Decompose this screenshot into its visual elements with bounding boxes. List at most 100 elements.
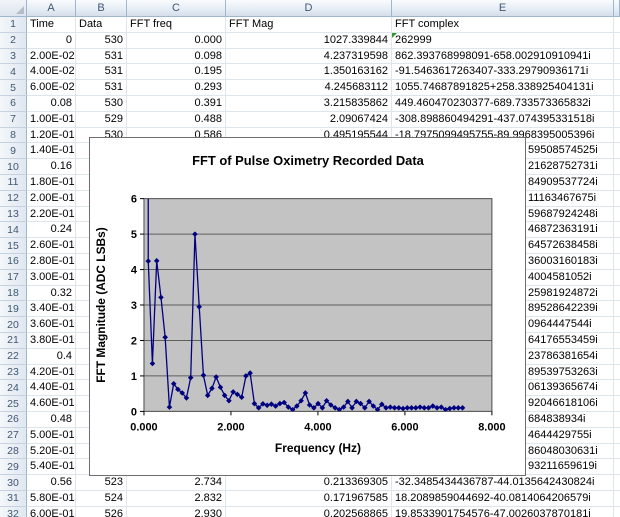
cell-A27[interactable]: 5.00E-01 [27,427,76,444]
cell-F11[interactable] [614,175,620,191]
row-header-12[interactable]: 12 [0,190,27,207]
row-header-1[interactable]: 1 [0,17,27,33]
cell-A5[interactable]: 6.00E-02 [27,80,76,96]
column-header-D[interactable]: D [226,0,392,17]
cell-A32[interactable]: 6.00E-01 [27,506,76,517]
row-header-22[interactable]: 22 [0,348,27,365]
row-header-9[interactable]: 9 [0,143,27,160]
column-header-C[interactable]: C [127,0,226,17]
cell-C1[interactable]: FFT freq [127,17,226,33]
cell-A21[interactable]: 3.80E-01 [27,332,76,349]
column-header-A[interactable]: A [27,0,76,17]
row-header-7[interactable]: 7 [0,111,27,128]
cell-A12[interactable]: 2.00E-01 [27,190,76,207]
cell-F12[interactable] [614,191,620,207]
cell-F18[interactable] [614,286,620,302]
cell-E30[interactable]: -32.3485434436787-44.0135642430824i [392,475,614,491]
cell-C2[interactable]: 0.000 [127,32,226,49]
cell-B7[interactable]: 529 [76,111,127,128]
cell-A22[interactable]: 0.4 [27,348,76,365]
cell-F15[interactable] [614,238,620,254]
row-header-5[interactable]: 5 [0,80,27,96]
cell-E6[interactable]: 449.460470230377-689.733573365832i [392,95,614,112]
cell-F17[interactable] [614,270,620,286]
row-header-8[interactable]: 8 [0,127,27,144]
row-header-19[interactable]: 19 [0,301,27,318]
cell-B31[interactable]: 524 [76,490,127,507]
cell-B2[interactable]: 530 [76,32,127,49]
cell-C7[interactable]: 0.488 [127,111,226,128]
row-header-4[interactable]: 4 [0,64,27,81]
cell-F22[interactable] [614,349,620,365]
cell-F21[interactable] [614,333,620,349]
cell-A13[interactable]: 2.20E-01 [27,206,76,223]
cell-F16[interactable] [614,254,620,270]
cell-B1[interactable]: Data [76,17,127,33]
cell-D31[interactable]: 0.171967585 [226,490,392,507]
cell-F9[interactable] [614,143,620,160]
cell-F27[interactable] [614,428,620,444]
cell-A16[interactable]: 2.80E-01 [27,253,76,270]
row-header-24[interactable]: 24 [0,380,27,397]
cell-D7[interactable]: 2.09067424 [226,111,392,128]
cell-D1[interactable]: FFT Mag [226,17,392,33]
cell-D6[interactable]: 3.215835862 [226,95,392,112]
cell-D30[interactable]: 0.213369305 [226,475,392,491]
row-header-31[interactable]: 31 [0,490,27,507]
cell-A18[interactable]: 0.32 [27,285,76,302]
cell-B6[interactable]: 530 [76,95,127,112]
row-header-21[interactable]: 21 [0,332,27,349]
row-header-16[interactable]: 16 [0,253,27,270]
cell-F26[interactable] [614,412,620,428]
row-header-13[interactable]: 13 [0,206,27,223]
row-header-6[interactable]: 6 [0,95,27,112]
cell-D32[interactable]: 0.202568865 [226,506,392,517]
row-header-3[interactable]: 3 [0,48,27,65]
cell-A24[interactable]: 4.40E-01 [27,380,76,397]
cell-F4[interactable] [614,64,620,81]
cell-E2[interactable]: 262999 [392,32,614,49]
cell-A15[interactable]: 2.60E-01 [27,238,76,254]
cell-E3[interactable]: 862.393768998091-658.002910910941i [392,48,614,65]
cell-E4[interactable]: -91.5463617263407-333.29790936171i [392,64,614,81]
cell-B5[interactable]: 531 [76,80,127,96]
cell-F10[interactable] [614,159,620,175]
cell-F14[interactable] [614,222,620,239]
cell-C32[interactable]: 2.930 [127,506,226,517]
cell-A17[interactable]: 3.00E-01 [27,269,76,286]
row-header-25[interactable]: 25 [0,396,27,412]
fft-chart[interactable]: FFT of Pulse Oximetry Recorded Data Frequ… [89,137,526,476]
cell-F5[interactable] [614,80,620,96]
cell-D5[interactable]: 4.245683112 [226,80,392,96]
cell-B30[interactable]: 523 [76,475,127,491]
row-header-18[interactable]: 18 [0,285,27,302]
cell-B4[interactable]: 531 [76,64,127,81]
row-header-14[interactable]: 14 [0,222,27,239]
cell-C31[interactable]: 2.832 [127,490,226,507]
row-header-15[interactable]: 15 [0,238,27,254]
row-header-23[interactable]: 23 [0,364,27,381]
cell-D4[interactable]: 1.350163162 [226,64,392,81]
row-header-29[interactable]: 29 [0,459,27,476]
cell-A7[interactable]: 1.00E-01 [27,111,76,128]
cell-A20[interactable]: 3.60E-01 [27,317,76,333]
column-header-B[interactable]: B [76,0,127,17]
cell-C3[interactable]: 0.098 [127,48,226,65]
cell-A1[interactable]: Time [27,17,76,33]
row-header-32[interactable]: 32 [0,506,27,517]
cell-C30[interactable]: 2.734 [127,475,226,491]
row-header-30[interactable]: 30 [0,475,27,491]
cell-F3[interactable] [614,49,620,65]
cell-E32[interactable]: 19.8533901754576-47.0026037870181i [392,506,614,517]
cell-F1[interactable] [614,17,620,33]
cell-A8[interactable]: 1.20E-01 [27,127,76,144]
cell-F28[interactable] [614,444,620,460]
cell-F6[interactable] [614,96,620,112]
cell-F8[interactable] [614,128,620,144]
cell-F25[interactable] [614,396,620,412]
cell-C6[interactable]: 0.391 [127,95,226,112]
cell-A31[interactable]: 5.80E-01 [27,490,76,507]
row-header-11[interactable]: 11 [0,174,27,191]
cell-F24[interactable] [614,380,620,397]
row-header-10[interactable]: 10 [0,159,27,175]
